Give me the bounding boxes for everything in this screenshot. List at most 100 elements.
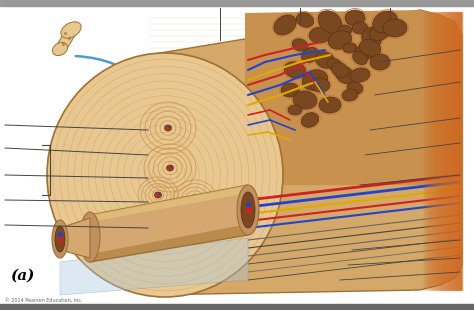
Bar bbox=[454, 12, 455, 290]
Ellipse shape bbox=[53, 42, 68, 55]
Ellipse shape bbox=[302, 70, 328, 90]
Ellipse shape bbox=[328, 31, 352, 49]
Bar bbox=[437, 12, 438, 290]
Ellipse shape bbox=[309, 27, 331, 43]
Ellipse shape bbox=[315, 52, 335, 69]
Ellipse shape bbox=[288, 105, 302, 115]
Bar bbox=[428, 12, 429, 290]
Ellipse shape bbox=[80, 212, 100, 262]
Ellipse shape bbox=[369, 36, 381, 48]
Ellipse shape bbox=[352, 22, 368, 34]
Bar bbox=[451, 12, 452, 290]
Ellipse shape bbox=[47, 53, 283, 297]
Text: © 2014 Pearson Education, Inc.: © 2014 Pearson Education, Inc. bbox=[5, 298, 82, 303]
Ellipse shape bbox=[359, 40, 381, 56]
Ellipse shape bbox=[350, 68, 370, 82]
Ellipse shape bbox=[168, 126, 171, 128]
Polygon shape bbox=[55, 28, 77, 52]
Polygon shape bbox=[60, 218, 90, 258]
Bar bbox=[422, 12, 423, 290]
Ellipse shape bbox=[296, 13, 314, 27]
Ellipse shape bbox=[55, 226, 65, 252]
Ellipse shape bbox=[319, 97, 341, 113]
Ellipse shape bbox=[362, 27, 378, 43]
Bar bbox=[432, 12, 433, 290]
Ellipse shape bbox=[293, 91, 317, 109]
Bar bbox=[425, 12, 426, 290]
Ellipse shape bbox=[347, 82, 363, 94]
Polygon shape bbox=[90, 185, 248, 262]
Ellipse shape bbox=[61, 22, 81, 38]
Ellipse shape bbox=[274, 15, 296, 35]
Polygon shape bbox=[148, 10, 462, 295]
Bar bbox=[447, 12, 448, 290]
Bar bbox=[446, 12, 447, 290]
Ellipse shape bbox=[168, 166, 172, 170]
Ellipse shape bbox=[345, 10, 365, 26]
Ellipse shape bbox=[310, 78, 330, 92]
Ellipse shape bbox=[166, 126, 170, 130]
Bar bbox=[436, 12, 437, 290]
Ellipse shape bbox=[331, 62, 348, 78]
Bar bbox=[460, 12, 461, 290]
Bar bbox=[457, 12, 458, 290]
Ellipse shape bbox=[301, 47, 319, 63]
Bar bbox=[444, 12, 445, 290]
Ellipse shape bbox=[156, 193, 160, 197]
Ellipse shape bbox=[193, 198, 197, 202]
Ellipse shape bbox=[52, 220, 68, 258]
Bar bbox=[455, 12, 456, 290]
Bar bbox=[430, 12, 431, 290]
Bar bbox=[459, 12, 460, 290]
Bar bbox=[461, 12, 462, 290]
Ellipse shape bbox=[164, 125, 172, 131]
Ellipse shape bbox=[292, 39, 308, 51]
Ellipse shape bbox=[338, 25, 352, 35]
Ellipse shape bbox=[170, 166, 173, 168]
Ellipse shape bbox=[355, 43, 375, 60]
Ellipse shape bbox=[373, 11, 397, 33]
Ellipse shape bbox=[328, 58, 343, 72]
Polygon shape bbox=[90, 224, 248, 262]
Bar bbox=[450, 12, 451, 290]
Polygon shape bbox=[90, 185, 248, 222]
Bar bbox=[442, 12, 443, 290]
Ellipse shape bbox=[343, 43, 357, 53]
Bar bbox=[458, 12, 459, 290]
Bar bbox=[452, 12, 453, 290]
Ellipse shape bbox=[301, 113, 319, 127]
Bar bbox=[435, 12, 436, 290]
Bar bbox=[453, 12, 454, 290]
Bar bbox=[427, 12, 428, 290]
Ellipse shape bbox=[369, 24, 391, 41]
Bar bbox=[429, 12, 430, 290]
Bar bbox=[433, 12, 434, 290]
Ellipse shape bbox=[195, 198, 198, 200]
Bar bbox=[440, 12, 441, 290]
Ellipse shape bbox=[353, 51, 367, 65]
Bar bbox=[424, 12, 425, 290]
Ellipse shape bbox=[318, 11, 342, 33]
Bar bbox=[431, 12, 432, 290]
Bar bbox=[434, 12, 435, 290]
Bar bbox=[0, 304, 474, 310]
Ellipse shape bbox=[158, 193, 161, 195]
Ellipse shape bbox=[284, 62, 306, 78]
Text: (a): (a) bbox=[10, 269, 35, 283]
Ellipse shape bbox=[281, 83, 299, 97]
Ellipse shape bbox=[241, 192, 255, 228]
Bar bbox=[0, 0, 474, 6]
Ellipse shape bbox=[155, 192, 162, 198]
Ellipse shape bbox=[383, 19, 407, 37]
Ellipse shape bbox=[336, 66, 355, 84]
Ellipse shape bbox=[166, 165, 173, 171]
Bar bbox=[439, 12, 440, 290]
Ellipse shape bbox=[191, 197, 199, 203]
Bar bbox=[438, 12, 439, 290]
Bar bbox=[423, 12, 424, 290]
Ellipse shape bbox=[237, 185, 259, 235]
Polygon shape bbox=[245, 10, 462, 185]
Bar bbox=[443, 12, 444, 290]
Ellipse shape bbox=[342, 89, 358, 101]
Polygon shape bbox=[60, 238, 248, 295]
